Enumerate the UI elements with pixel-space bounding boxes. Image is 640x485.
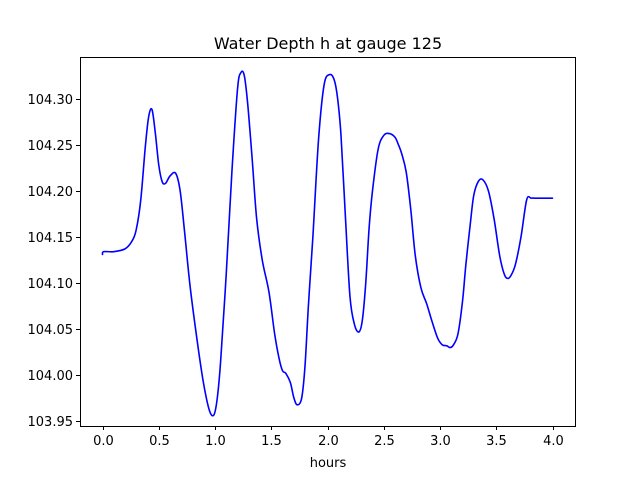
y-axis: 103.95 104.00 104.05 104.10 104.15 104.20 104.…: [28, 93, 80, 430]
x-tick-label: 2.0: [318, 434, 339, 449]
x-tick-label: 0.0: [93, 434, 114, 449]
y-tick-label: 104.10: [28, 277, 74, 292]
x-axis-label: hours: [310, 456, 347, 471]
x-tick-label: 3.0: [430, 434, 451, 449]
x-tick-label: 4.0: [543, 434, 564, 449]
y-tick-label: 104.25: [28, 139, 74, 154]
y-tick-label: 104.15: [28, 231, 74, 246]
y-tick-label: 103.95: [28, 415, 74, 430]
y-tick-label: 104.20: [28, 185, 74, 200]
y-tick-label: 104.30: [28, 93, 74, 108]
x-tick-label: 0.5: [149, 434, 170, 449]
y-tick-label: 104.05: [28, 323, 74, 338]
x-axis: 0.0 0.5 1.0 1.5 2.0 2.5 3.0 3.5 4.0: [93, 426, 564, 449]
x-tick-label: 3.5: [486, 434, 507, 449]
plot-frame: [80, 57, 576, 427]
chart-title: Water Depth h at gauge 125: [214, 34, 442, 53]
x-tick-label: 1.0: [205, 434, 226, 449]
y-tick-label: 104.00: [28, 369, 74, 384]
x-tick-label: 1.5: [261, 434, 282, 449]
x-tick-label: 2.5: [374, 434, 395, 449]
series-line: [101, 70, 554, 417]
